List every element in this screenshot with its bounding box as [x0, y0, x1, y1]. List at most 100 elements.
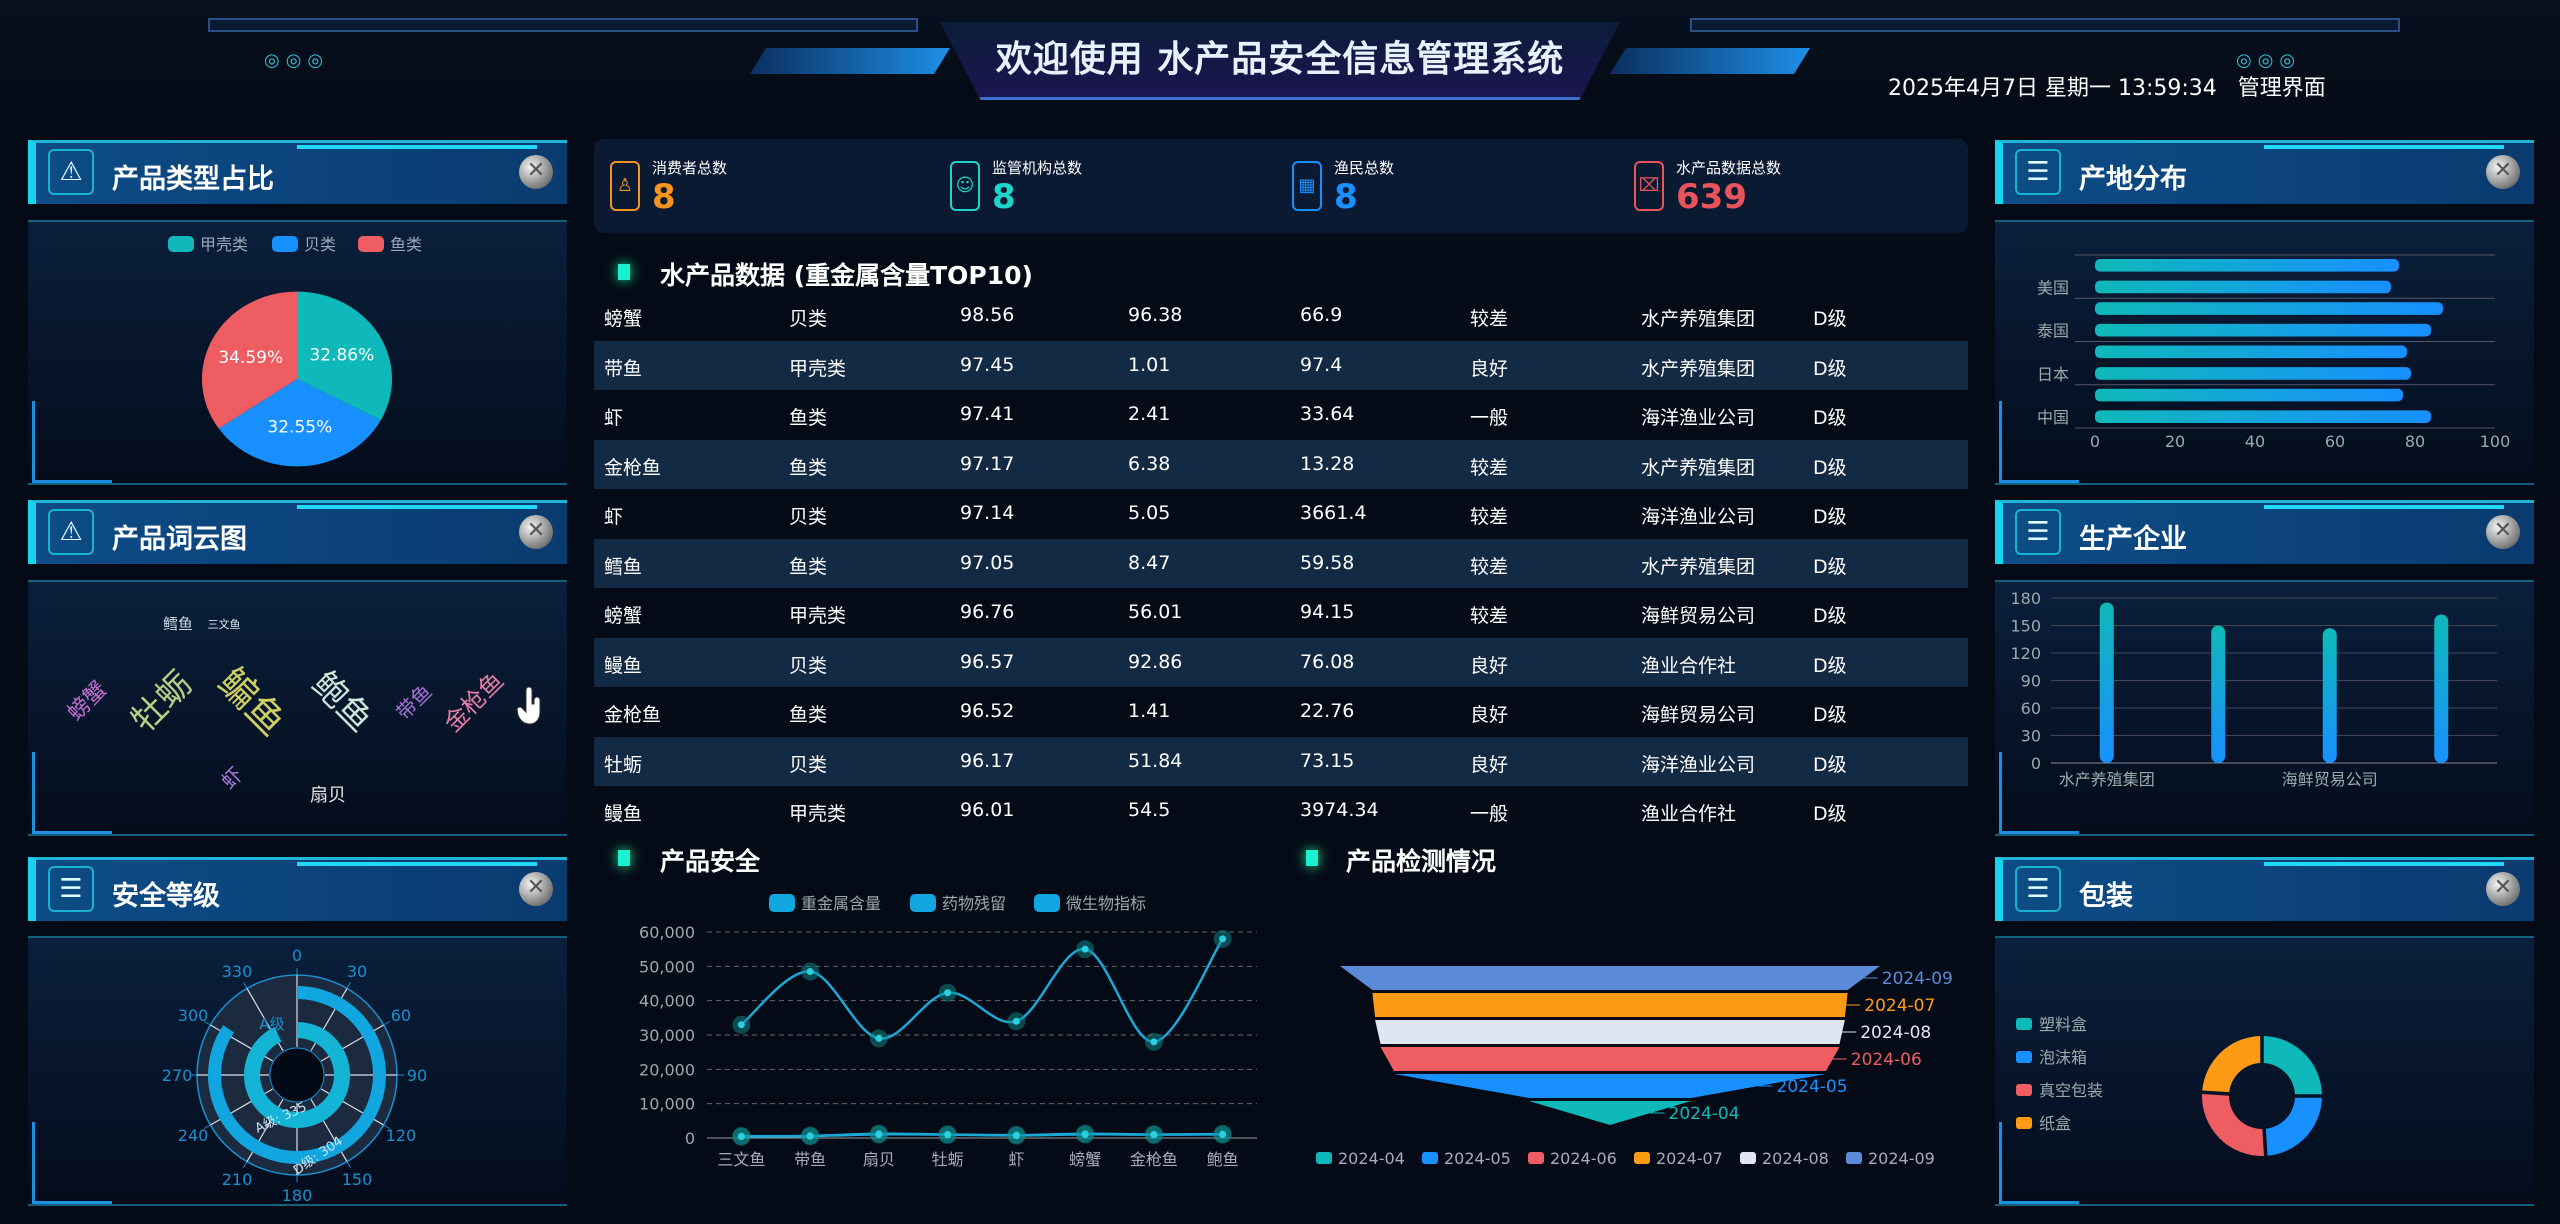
table-cell: 5.05 [1128, 502, 1171, 524]
screw-icon: ✕ [2486, 515, 2520, 549]
inspection-funnel-chart: 2024-092024-072024-082024-062024-052024-… [1316, 966, 1953, 1168]
legend-swatch [2016, 1051, 2032, 1063]
x-tick-label: 80 [2405, 432, 2425, 451]
funnel-layer [1380, 1047, 1840, 1071]
x-tick-label: 带鱼 [794, 1150, 826, 1169]
bar [2095, 388, 2403, 402]
polar-bar [244, 1022, 350, 1128]
stat-label: 水产品数据总数 [1676, 159, 1782, 177]
stat-value: 8 [992, 177, 1016, 217]
table-cell: 56.01 [1128, 601, 1183, 623]
table-cell: D级 [1813, 506, 1847, 528]
table-row[interactable]: 鳗鱼 甲壳类 96.01 54.5 3974.34 一般 渔业合作社 D级 [594, 786, 1968, 836]
table-cell: 较差 [1470, 605, 1509, 627]
polar-tick [346, 982, 351, 989]
table-row[interactable]: 螃蟹 贝类 98.56 96.38 66.9 较差 水产养殖集团 D级 [594, 291, 1968, 341]
legend-label: 真空包装 [2039, 1081, 2103, 1100]
panel-title: 产地分布 [2079, 164, 2187, 195]
legend-label: 甲壳类 [200, 235, 248, 254]
data-point [1219, 935, 1227, 943]
screw-icon: ✕ [519, 515, 553, 549]
table-row[interactable]: 鳕鱼 鱼类 97.05 8.47 59.58 较差 水产养殖集团 D级 [594, 538, 1968, 588]
admin-link[interactable]: 管理界面 [2237, 76, 2326, 101]
angle-tick-label: 240 [178, 1126, 209, 1145]
x-tick-label: 100 [2480, 432, 2511, 451]
funnel-label: 2024-07 [1864, 996, 1935, 1016]
table-row[interactable]: 虾 贝类 97.14 5.05 3661.4 较差 海洋渔业公司 D级 [594, 489, 1968, 539]
legend-label: 纸盒 [2039, 1114, 2071, 1133]
legend-swatch [1528, 1152, 1544, 1164]
word-cloud-word: 螃蟹 [63, 677, 113, 727]
legend-label: 2024-08 [1762, 1149, 1829, 1168]
word-cloud-word: 牡蛎 [123, 663, 201, 741]
table-row[interactable]: 带鱼 甲壳类 97.45 1.01 97.4 良好 水产养殖集团 D级 [594, 340, 1968, 390]
funnel-label: 2024-04 [1669, 1104, 1740, 1124]
table-row[interactable]: 金枪鱼 鱼类 96.52 1.41 22.76 良好 海鲜贸易公司 D级 [594, 687, 1968, 737]
data-point [1150, 1038, 1158, 1046]
bar [2095, 259, 2399, 272]
page-title: 欢迎使用 水产品安全信息管理系统 [995, 39, 1565, 80]
data-point [875, 1131, 883, 1139]
stat-label: 监管机构总数 [992, 159, 1083, 177]
word-cloud-word: 扇贝 [310, 785, 346, 806]
pie-label: 32.86% [309, 346, 374, 366]
donut-slice [2265, 1097, 2322, 1156]
y-tick-label: 30 [2021, 727, 2041, 746]
x-tick-label: 牡蛎 [932, 1150, 964, 1169]
data-point [737, 1021, 745, 1029]
table-cell: 鳕鱼 [604, 555, 643, 578]
angle-tick-label: 90 [407, 1066, 427, 1085]
legend-swatch [358, 236, 384, 252]
y-tick-label: 60,000 [639, 923, 695, 942]
data-point [1012, 1132, 1020, 1140]
data-point [1012, 1017, 1020, 1025]
table-cell: 水产养殖集团 [1641, 357, 1756, 380]
warning-chart-icon: ⚠ [48, 149, 94, 195]
table-row[interactable]: 金枪鱼 鱼类 97.17 6.38 13.28 较差 水产养殖集团 D级 [594, 439, 1968, 489]
table-cell: 贝类 [789, 308, 828, 330]
warning-list-icon: ☰ [48, 866, 94, 912]
y-tick-label: 中国 [2037, 408, 2069, 427]
screw-icon: ✕ [519, 872, 553, 906]
table-title: 水产品数据 (重金属含量TOP10) [660, 261, 1033, 290]
bar [2095, 367, 2411, 380]
table-cell: 金枪鱼 [604, 704, 662, 726]
data-point [875, 1034, 883, 1042]
data-point [1081, 1131, 1089, 1139]
table-row[interactable]: 牡蛎 贝类 96.17 51.84 73.15 良好 海洋渔业公司 D级 [594, 736, 1968, 786]
table-cell: 54.5 [1128, 799, 1171, 821]
stat-value: 8 [1334, 177, 1358, 217]
table-cell: 96.38 [1128, 304, 1183, 326]
table-row[interactable]: 鳗鱼 贝类 96.57 92.86 76.08 良好 渔业合作社 D级 [594, 637, 1968, 687]
table-cell: D级 [1813, 704, 1847, 726]
table-cell: 96.57 [960, 650, 1015, 673]
x-tick-label: 海鲜贸易公司 [2282, 770, 2378, 789]
header-dots-right: ◎◎◎ [2236, 50, 2302, 71]
word-cloud-word: 三文鱼 [207, 617, 241, 631]
angle-tick-label: 210 [222, 1170, 253, 1189]
table-cell: 较差 [1470, 456, 1509, 479]
table-row[interactable]: 螃蟹 甲壳类 96.76 56.01 94.15 较差 海鲜贸易公司 D级 [594, 588, 1968, 638]
y-tick-label: 180 [2010, 589, 2041, 608]
legend-swatch [1422, 1152, 1438, 1164]
y-tick-label: 30,000 [639, 1026, 695, 1045]
angle-tick-label: 300 [178, 1006, 209, 1025]
table-cell: D级 [1813, 605, 1847, 627]
table-cell: D级 [1813, 803, 1847, 825]
bar [2095, 302, 2443, 315]
y-tick-label: 泰国 [2037, 322, 2069, 341]
table-cell: 13.28 [1300, 452, 1355, 475]
table-cell: 甲壳类 [789, 605, 847, 627]
header-dots-left: ◎◎◎ [264, 50, 330, 71]
table-cell: 33.64 [1300, 403, 1355, 425]
legend-label: 2024-09 [1868, 1149, 1935, 1168]
table-row[interactable]: 虾 鱼类 97.41 2.41 33.64 一般 海洋渔业公司 D级 [594, 390, 1968, 440]
y-tick-label: 0 [2031, 754, 2041, 773]
table-cell: 海洋渔业公司 [1641, 506, 1756, 528]
bar [2095, 410, 2431, 423]
panel-header-packaging: ☰ 包装 ✕ [1995, 857, 2534, 921]
datetime-bar: 2025年4月7日 星期一 13:59:34 管理界面 [1888, 70, 2326, 102]
header-wing-right [1610, 48, 1810, 74]
table-cell: 92.86 [1128, 650, 1183, 673]
data-point [806, 1132, 814, 1140]
